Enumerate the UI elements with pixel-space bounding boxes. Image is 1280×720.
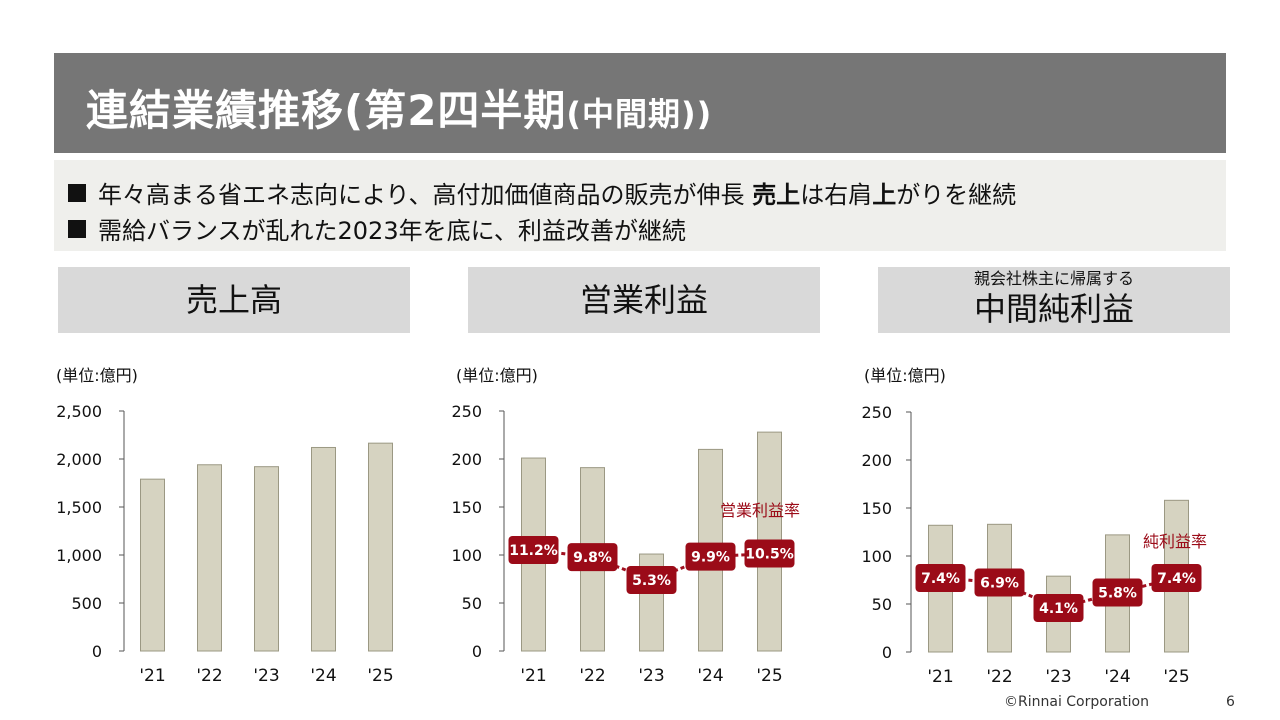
- chart-sales: (単位:億円) 0 500 1,000 1,500 2,000 2,500 '21 '22 '23…: [56, 366, 394, 686]
- panel-title-net-income: 中間純利益: [973, 290, 1134, 328]
- y-tick-label: 1,500: [56, 498, 102, 517]
- y-tick-label: 50: [462, 594, 482, 613]
- panel-header-sales: 売上高: [58, 267, 410, 333]
- bar: [140, 478, 165, 652]
- x-tick-label: '25: [1163, 667, 1189, 687]
- x-tick-label: '23: [253, 666, 279, 686]
- bullet-1: 年々高まる省エネ志向により、高付加価値商品の販売が伸長 売上は右肩上がりを継続: [68, 175, 1016, 210]
- rate-label: 9.9%: [691, 550, 730, 566]
- y-tick-label: 2,500: [56, 402, 102, 421]
- bullet-square-icon: [68, 184, 86, 202]
- y-tick-label: 2,000: [56, 450, 102, 469]
- y-tick-label: 100: [861, 547, 892, 566]
- y-tick-label: 250: [451, 402, 482, 421]
- rate-label-box: [1092, 578, 1143, 607]
- y-tick-label: 500: [71, 594, 102, 613]
- rate-label: 4.1%: [1039, 601, 1078, 617]
- y-tick-label: 100: [451, 546, 482, 565]
- panel-title-sales: 売上高: [185, 281, 282, 319]
- unit-label: (単位:億円): [864, 366, 946, 385]
- rate-series-name: 営業利益率: [720, 501, 800, 520]
- bar: [197, 464, 222, 652]
- rate-label-box: [567, 543, 618, 572]
- panel-subtitle-net-income: 親会社株主に帰属する: [973, 269, 1134, 288]
- y-tick-label: 1,000: [56, 546, 102, 565]
- bar: [368, 442, 393, 652]
- y-tick-label: 0: [92, 642, 102, 661]
- title-sub: (中間期)): [566, 95, 713, 133]
- chart-operating-profit: (単位:億円) 0 50 100 150 200 250 '21 '22 '23 '24 '25 11.…: [451, 366, 800, 686]
- page-number: 6: [1226, 694, 1235, 710]
- title-main: 連結業績推移(第2四半期: [86, 86, 567, 135]
- y-tick-label: 50: [872, 595, 892, 614]
- x-tick-label: '24: [310, 666, 336, 686]
- unit-label: (単位:億円): [456, 366, 538, 385]
- rate-label: 10.5%: [745, 547, 794, 563]
- rate-label-box: [744, 539, 795, 568]
- y-tick-label: 150: [861, 499, 892, 518]
- x-tick-label: '22: [196, 666, 222, 686]
- rate-label: 6.9%: [980, 576, 1019, 592]
- rate-label-box: [685, 542, 736, 571]
- x-tick-label: '21: [520, 666, 546, 686]
- panel-header-net-income: 親会社株主に帰属する中間純利益: [878, 267, 1230, 333]
- bullet-1-text: 年々高まる省エネ志向により、高付加価値商品の販売が伸長: [98, 181, 753, 209]
- panel-header-operating-profit: 営業利益: [468, 267, 820, 333]
- rate-label-box: [915, 564, 966, 592]
- y-tick-label: 150: [451, 498, 482, 517]
- rate-label: 9.8%: [573, 550, 612, 566]
- rate-label: 5.8%: [1098, 586, 1137, 602]
- y-tick-label: 200: [451, 450, 482, 469]
- chart-net-income: (単位:億円) 0 50 100 150 200 250 '21 '22 '23 '24 '25 7.4…: [861, 366, 1207, 687]
- rate-label: 7.4%: [921, 571, 960, 587]
- bullet-1-emph-a: 売上: [752, 181, 801, 209]
- bullet-2-text: 需給バランスが乱れた2023年を底に、利益改善が継続: [98, 217, 686, 245]
- summary-box: [54, 160, 1226, 251]
- y-tick-label: 0: [882, 643, 892, 662]
- x-tick-label: '23: [638, 666, 664, 686]
- x-tick-label: '25: [756, 666, 782, 686]
- x-tick-label: '21: [927, 667, 953, 687]
- slide-title: 連結業績推移(第2四半期(中間期)): [86, 77, 712, 138]
- rate-label-box: [1151, 564, 1202, 592]
- bar: [311, 446, 336, 652]
- bullet-1-emph-b: 上: [872, 181, 897, 209]
- bullet-1-tail: がりを継続: [896, 181, 1017, 209]
- rate-label: 7.4%: [1157, 571, 1196, 587]
- panel-title-operating-profit: 営業利益: [579, 281, 708, 319]
- x-tick-label: '21: [139, 666, 165, 686]
- bullet-square-icon: [68, 220, 86, 238]
- x-tick-label: '23: [1045, 667, 1071, 687]
- bullet-2: 需給バランスが乱れた2023年を底に、利益改善が継続: [68, 211, 686, 246]
- x-tick-label: '22: [579, 666, 605, 686]
- rate-label-box: [626, 566, 677, 594]
- rate-series-name: 純利益率: [1143, 532, 1207, 551]
- unit-label: (単位:億円): [56, 366, 138, 385]
- x-tick-label: '25: [367, 666, 393, 686]
- rate-label: 11.2%: [509, 543, 558, 559]
- y-tick-label: 250: [861, 403, 892, 422]
- x-tick-label: '24: [1104, 667, 1130, 687]
- rate-label-box: [508, 536, 559, 564]
- bullet-1-mid: は右肩: [800, 181, 873, 209]
- y-tick-label: 200: [861, 451, 892, 470]
- y-tick-label: 0: [472, 642, 482, 661]
- rate-label-box: [1033, 594, 1084, 622]
- title-bar: [54, 53, 1226, 153]
- bar: [254, 466, 279, 652]
- rate-label-box: [974, 568, 1025, 597]
- rate-label: 5.3%: [632, 573, 671, 589]
- x-tick-label: '24: [697, 666, 723, 686]
- x-tick-label: '22: [986, 667, 1012, 687]
- copyright: ©Rinnai Corporation: [1004, 694, 1149, 710]
